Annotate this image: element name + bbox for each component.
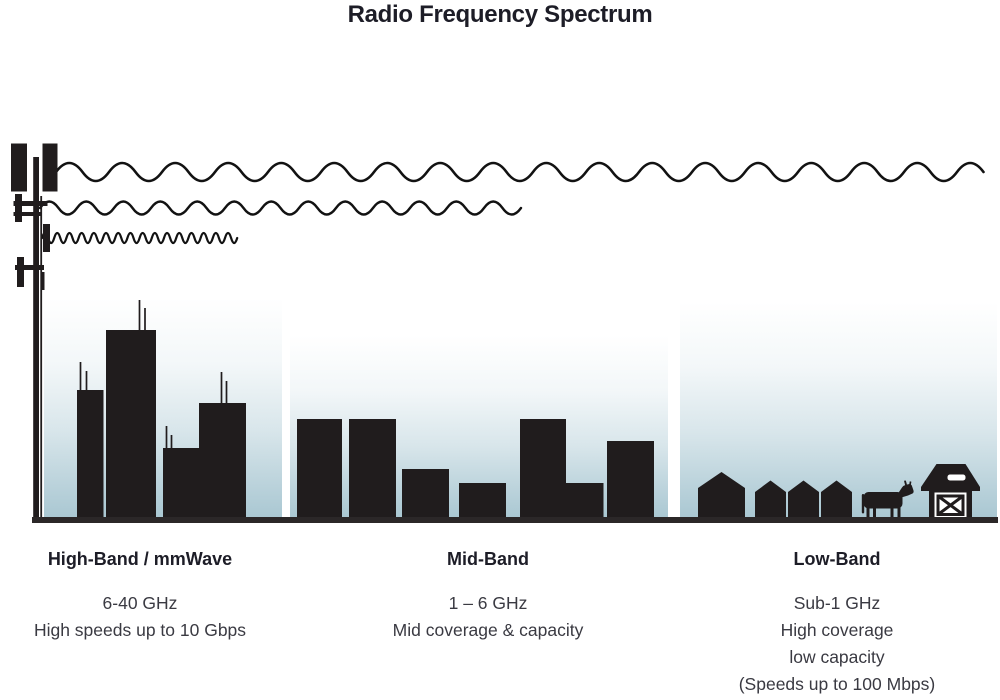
mid-band-wave-icon bbox=[38, 200, 523, 216]
band-description: Mid coverage & capacity bbox=[392, 620, 584, 640]
low-band-farm-icon bbox=[698, 464, 980, 520]
band-description: High coverage bbox=[780, 620, 894, 640]
band-frequency: 6-40 GHz bbox=[102, 593, 178, 613]
low-band-wave-icon bbox=[54, 161, 985, 183]
barn-loft-vent bbox=[947, 474, 966, 481]
houses-icon bbox=[698, 472, 852, 518]
band-description: low capacity bbox=[789, 647, 885, 667]
band-label-low-band: Low-Band Sub-1 GHz High coverage low cap… bbox=[687, 548, 987, 698]
barn-icon bbox=[921, 464, 980, 518]
band-label-high-band: High-Band / mmWave 6-40 GHz High speeds … bbox=[0, 548, 280, 644]
spectrum-diagram bbox=[11, 143, 998, 523]
band-frequency: Sub-1 GHz bbox=[793, 593, 881, 613]
rooftop-antennas-icon bbox=[79, 300, 228, 449]
cow-icon bbox=[861, 480, 914, 520]
high-band-skyline-icon bbox=[77, 300, 246, 518]
page-title: Radio Frequency Spectrum bbox=[347, 1, 653, 28]
band-description: High speeds up to 10 Gbps bbox=[33, 620, 247, 640]
band-description: (Speeds up to 100 Mbps) bbox=[738, 674, 936, 694]
barn-door bbox=[934, 492, 967, 518]
mid-band-skyline-icon bbox=[297, 419, 654, 518]
band-heading: Low-Band bbox=[793, 549, 881, 569]
radio-waves bbox=[38, 161, 985, 245]
high-band-buildings bbox=[77, 330, 246, 518]
high-band-wave-icon bbox=[40, 231, 239, 245]
cell-tower-icon bbox=[11, 143, 58, 518]
ground-line bbox=[32, 517, 998, 523]
cow-horns bbox=[904, 480, 912, 486]
band-heading: High-Band / mmWave bbox=[47, 549, 233, 569]
band-heading: Mid-Band bbox=[447, 549, 529, 569]
band-label-mid-band: Mid-Band 1 – 6 GHz Mid coverage & capaci… bbox=[338, 548, 638, 644]
band-frequency: 1 – 6 GHz bbox=[448, 593, 528, 613]
